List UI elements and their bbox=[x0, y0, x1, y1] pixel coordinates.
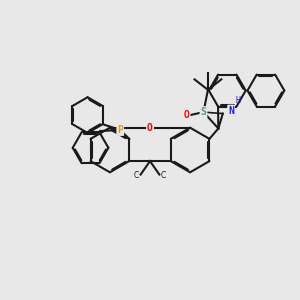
Text: C: C bbox=[160, 171, 166, 180]
Text: N: N bbox=[228, 106, 234, 116]
Text: H: H bbox=[236, 96, 241, 105]
Text: S: S bbox=[200, 107, 206, 117]
Text: O: O bbox=[184, 110, 190, 120]
Text: P: P bbox=[117, 125, 123, 135]
Text: C: C bbox=[134, 171, 139, 180]
Text: O: O bbox=[147, 123, 153, 133]
